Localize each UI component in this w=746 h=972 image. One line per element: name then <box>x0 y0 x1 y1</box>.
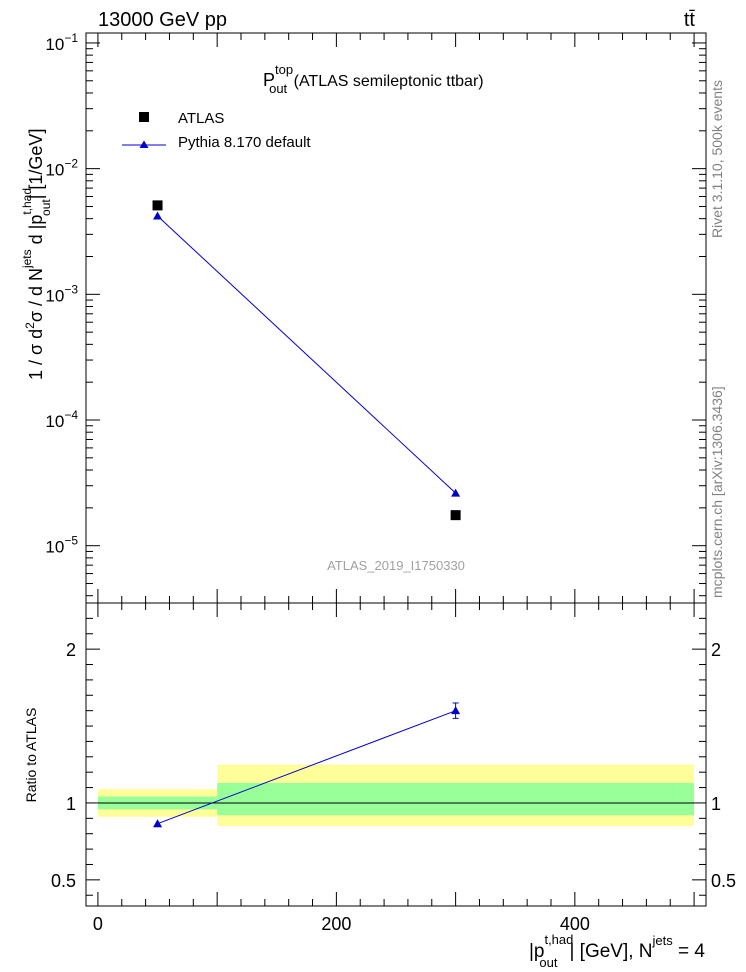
plot-title-rest: (ATLAS semileptonic ttbar) <box>289 73 483 90</box>
ratio-plot-frame <box>85 602 707 907</box>
atlas-point <box>152 200 163 211</box>
x-axis-label: |pt,had out| [GeV], Njets = 4 <box>529 932 705 970</box>
x-tick-label: 400 <box>560 914 590 934</box>
legend: ATLAS Pythia 8.170 default <box>122 110 311 151</box>
header-energy-label: 13000 GeV pp <box>98 9 227 31</box>
ratio-band-stat <box>217 782 695 816</box>
atlas-point <box>450 510 461 521</box>
main-y-tick-label: 10−2 <box>45 157 78 180</box>
main-y-tick-label: 10−4 <box>45 408 78 431</box>
plot-title: Ptop out (ATLAS semileptonic ttbar) <box>263 62 484 96</box>
ratio-axis-ticks: 0.5 0.5 1 1 2 2 0 200 400 <box>51 603 736 934</box>
main-plot-panel: Ptop out (ATLAS semileptonic ttbar) ATLAS… <box>20 31 707 604</box>
legend-atlas-label: ATLAS <box>178 110 224 127</box>
plot-title-sup: top <box>275 62 293 77</box>
legend-atlas-marker <box>139 112 149 122</box>
legend-pythia-marker <box>139 140 149 148</box>
pythia-point <box>451 488 461 497</box>
pythia-line <box>157 215 456 494</box>
ratio-pythia-point <box>451 706 461 715</box>
pythia-point <box>153 211 163 220</box>
main-axis-ticks: 10−5 10−4 10−3 10−2 10−1 <box>45 31 706 603</box>
ratio-y-tick-label-right: 2 <box>711 640 721 660</box>
ratio-y-axis-label: Ratio to ATLAS <box>23 708 39 803</box>
main-y-tick-label: 10−3 <box>45 282 78 305</box>
x-tick-label: 0 <box>93 914 103 934</box>
ratio-uncertainty-bands <box>97 764 695 827</box>
analysis-watermark: ATLAS_2019_I1750330 <box>327 558 465 573</box>
ratio-y-tick-label-right: 0.5 <box>711 871 736 891</box>
main-series-layer <box>152 200 461 521</box>
ratio-y-tick-label-right: 1 <box>711 794 721 814</box>
mcplots-reference-label: mcplots.cern.ch [arXiv:1306.3436] <box>709 386 725 598</box>
ratio-y-tick-label: 0.5 <box>51 871 76 891</box>
main-y-axis-label: 1 / σ d2σ / d Njets d |pt,had out| [1/GeV… <box>20 129 53 380</box>
ratio-series-layer <box>153 702 461 828</box>
ratio-y-tick-label: 2 <box>66 640 76 660</box>
ratio-y-tick-label: 1 <box>66 794 76 814</box>
y-label-part1: 1 / σ d <box>26 329 46 380</box>
main-y-tick-label: 10−1 <box>45 31 78 54</box>
x-tick-label: 200 <box>321 914 351 934</box>
rivet-version-label: Rivet 3.1.10, 500k events <box>709 80 725 238</box>
legend-pythia-label: Pythia 8.170 default <box>178 134 311 151</box>
header-process-label: tt̄ <box>684 9 696 31</box>
ratio-pythia-point <box>153 819 163 828</box>
ratio-pythia-line <box>157 710 456 825</box>
plot-title-main: P <box>263 70 275 90</box>
plot-title-sub: out <box>269 81 287 96</box>
ratio-plot-panel: 0.5 0.5 1 1 2 2 0 200 400 Ratio to ATLAS |pt,had… <box>23 602 736 970</box>
main-y-tick-label: 10−5 <box>45 534 78 557</box>
